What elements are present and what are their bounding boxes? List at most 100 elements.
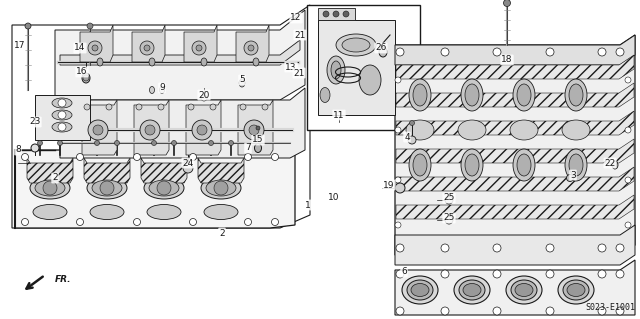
- Ellipse shape: [149, 180, 179, 196]
- Text: 11: 11: [333, 110, 345, 120]
- Circle shape: [441, 48, 449, 56]
- Circle shape: [598, 307, 606, 315]
- Ellipse shape: [459, 280, 485, 300]
- Text: 17: 17: [14, 41, 26, 49]
- Circle shape: [22, 153, 29, 160]
- Ellipse shape: [35, 180, 65, 196]
- Ellipse shape: [144, 177, 184, 199]
- Circle shape: [504, 0, 511, 6]
- Text: 21: 21: [294, 31, 306, 40]
- Circle shape: [87, 23, 93, 29]
- Circle shape: [192, 120, 212, 140]
- Ellipse shape: [465, 84, 479, 106]
- Ellipse shape: [90, 204, 124, 219]
- Text: 23: 23: [29, 117, 41, 127]
- Circle shape: [441, 244, 449, 252]
- Ellipse shape: [52, 98, 72, 108]
- Circle shape: [598, 244, 606, 252]
- Ellipse shape: [458, 120, 486, 140]
- Polygon shape: [82, 100, 117, 155]
- Ellipse shape: [511, 280, 537, 300]
- Circle shape: [248, 45, 254, 51]
- Ellipse shape: [562, 120, 590, 140]
- Circle shape: [144, 45, 150, 51]
- Circle shape: [249, 125, 259, 135]
- Text: S023-E1001: S023-E1001: [585, 303, 635, 312]
- Circle shape: [43, 181, 57, 195]
- Circle shape: [152, 140, 157, 145]
- Ellipse shape: [342, 38, 370, 52]
- Circle shape: [209, 140, 214, 145]
- Ellipse shape: [513, 149, 535, 181]
- Ellipse shape: [149, 58, 155, 66]
- Polygon shape: [395, 35, 635, 65]
- Ellipse shape: [567, 284, 585, 296]
- Circle shape: [197, 125, 207, 135]
- Ellipse shape: [454, 276, 490, 304]
- Polygon shape: [60, 40, 300, 65]
- Polygon shape: [35, 95, 90, 140]
- Circle shape: [136, 104, 142, 110]
- Ellipse shape: [506, 276, 542, 304]
- Circle shape: [58, 99, 66, 107]
- Ellipse shape: [515, 284, 533, 296]
- Text: FR.: FR.: [55, 276, 72, 285]
- Circle shape: [625, 222, 631, 228]
- Ellipse shape: [558, 276, 594, 304]
- Circle shape: [598, 270, 606, 278]
- Circle shape: [395, 222, 401, 228]
- Circle shape: [88, 41, 102, 55]
- Ellipse shape: [465, 154, 479, 176]
- Circle shape: [410, 121, 415, 125]
- Circle shape: [88, 120, 108, 140]
- Ellipse shape: [406, 120, 434, 140]
- Circle shape: [83, 75, 89, 81]
- Ellipse shape: [517, 154, 531, 176]
- Circle shape: [408, 136, 416, 144]
- Ellipse shape: [92, 180, 122, 196]
- Ellipse shape: [97, 58, 103, 66]
- Circle shape: [396, 270, 404, 278]
- Circle shape: [95, 140, 99, 145]
- Polygon shape: [396, 83, 634, 107]
- Circle shape: [343, 11, 349, 17]
- Ellipse shape: [327, 56, 345, 84]
- Ellipse shape: [150, 86, 154, 93]
- Text: 25: 25: [444, 194, 454, 203]
- Circle shape: [92, 45, 98, 51]
- Text: 12: 12: [291, 13, 301, 23]
- Polygon shape: [307, 5, 420, 130]
- Polygon shape: [134, 100, 169, 155]
- Ellipse shape: [413, 154, 427, 176]
- Text: 22: 22: [604, 159, 616, 167]
- Circle shape: [58, 140, 63, 145]
- Polygon shape: [395, 260, 635, 315]
- Text: 26: 26: [375, 43, 387, 53]
- Text: 18: 18: [501, 56, 513, 64]
- Ellipse shape: [565, 149, 587, 181]
- Circle shape: [244, 41, 258, 55]
- Polygon shape: [55, 10, 305, 100]
- Polygon shape: [15, 130, 295, 228]
- Ellipse shape: [336, 34, 376, 56]
- Ellipse shape: [379, 47, 387, 57]
- Ellipse shape: [30, 177, 70, 199]
- Polygon shape: [395, 35, 635, 255]
- Circle shape: [228, 140, 234, 145]
- Text: 10: 10: [328, 194, 340, 203]
- Circle shape: [396, 48, 404, 56]
- Circle shape: [396, 307, 404, 315]
- Circle shape: [189, 153, 196, 160]
- Circle shape: [157, 181, 171, 195]
- Polygon shape: [396, 55, 634, 79]
- Circle shape: [134, 219, 141, 226]
- Circle shape: [625, 177, 631, 183]
- Polygon shape: [395, 225, 635, 265]
- Circle shape: [172, 140, 177, 145]
- Ellipse shape: [206, 180, 236, 196]
- Circle shape: [100, 181, 114, 195]
- Text: 2: 2: [219, 228, 225, 238]
- Text: 9: 9: [159, 84, 165, 93]
- Ellipse shape: [255, 144, 262, 152]
- Text: 7: 7: [245, 144, 251, 152]
